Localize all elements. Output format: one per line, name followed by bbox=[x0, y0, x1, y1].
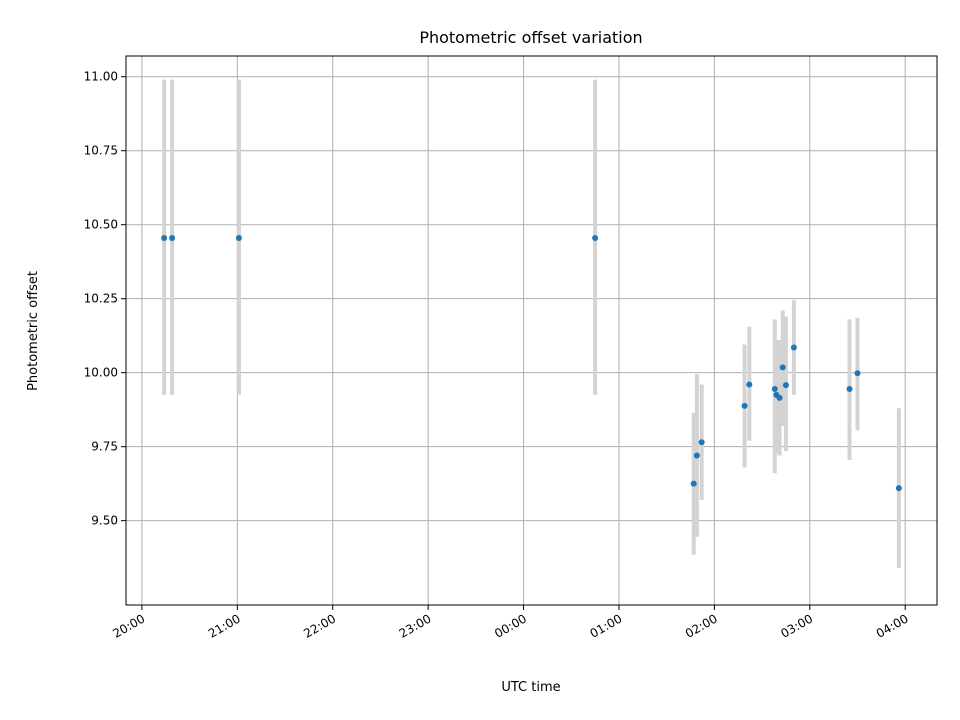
data-point bbox=[790, 344, 797, 351]
data-point bbox=[854, 370, 861, 377]
data-point bbox=[161, 235, 168, 242]
data-point bbox=[693, 452, 700, 459]
chart-title: Photometric offset variation bbox=[419, 28, 642, 47]
data-point bbox=[592, 235, 599, 242]
y-tick-label: 10.25 bbox=[84, 292, 118, 306]
y-tick-label: 11.00 bbox=[84, 70, 118, 84]
data-points bbox=[161, 235, 902, 492]
y-tick-label: 9.50 bbox=[91, 514, 118, 528]
plot-frame bbox=[125, 55, 938, 606]
data-point bbox=[746, 381, 753, 388]
grid-lines bbox=[126, 56, 937, 605]
data-point bbox=[698, 439, 705, 446]
data-point bbox=[895, 485, 902, 492]
x-axis-label: UTC time bbox=[501, 680, 560, 695]
data-point bbox=[235, 235, 242, 242]
y-tick-label: 9.75 bbox=[91, 440, 118, 454]
y-tick-label: 10.00 bbox=[84, 366, 118, 380]
y-tick-label: 10.50 bbox=[84, 218, 118, 232]
data-point bbox=[169, 235, 176, 242]
data-point bbox=[771, 385, 778, 392]
data-point bbox=[690, 480, 697, 487]
data-point bbox=[779, 364, 786, 371]
y-axis-label: Photometric offset bbox=[26, 271, 41, 391]
data-point bbox=[782, 382, 789, 389]
data-point bbox=[776, 394, 783, 401]
data-point bbox=[846, 385, 853, 392]
data-point bbox=[741, 402, 748, 409]
y-axis-ticks: 9.50 9.75 10.00 10.25 10.50 10.75 11.00 bbox=[84, 70, 126, 528]
y-tick-label: 10.75 bbox=[84, 144, 118, 158]
